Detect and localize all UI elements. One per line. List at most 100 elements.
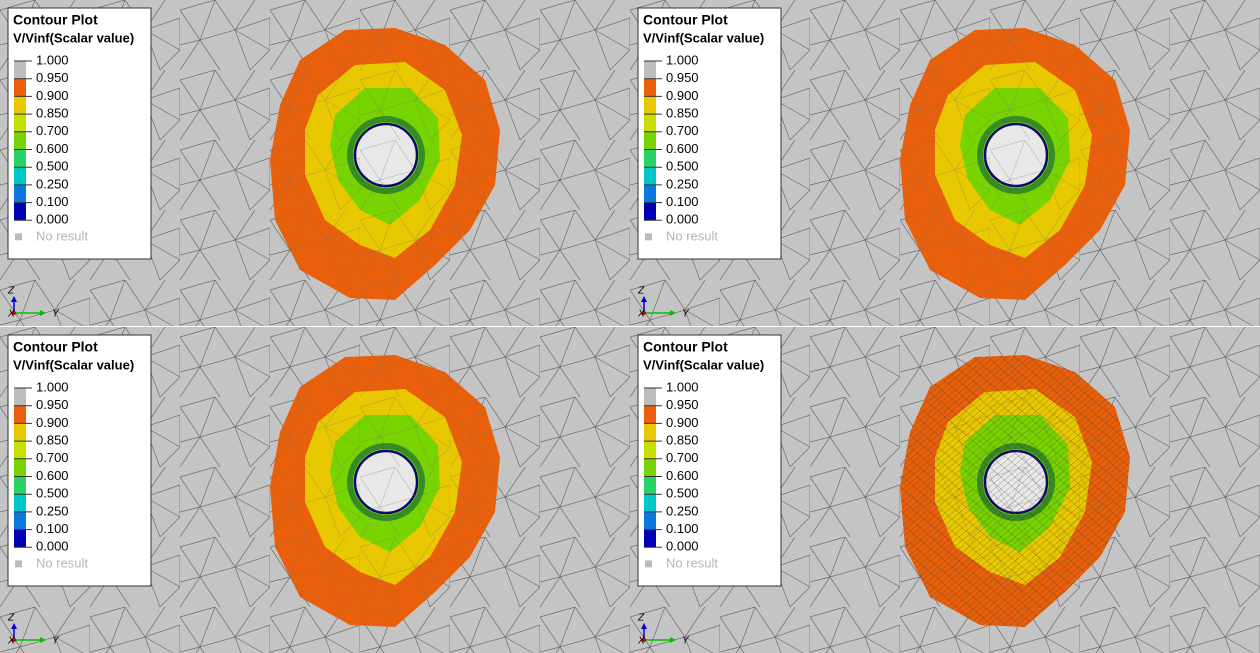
legend-level: 0.850 xyxy=(36,106,69,121)
no-result-swatch xyxy=(15,560,22,567)
legend-level: 0.950 xyxy=(666,397,699,412)
legend-swatch xyxy=(644,203,656,221)
axis-x: X xyxy=(637,636,645,647)
legend-level: 0.700 xyxy=(666,123,699,138)
legend-level: 0.600 xyxy=(36,141,69,156)
legend-swatch xyxy=(14,530,26,548)
legend-level: 0.100 xyxy=(36,194,69,209)
legend-swatch xyxy=(644,185,656,203)
legend-level: 0.600 xyxy=(666,141,699,156)
no-result-swatch xyxy=(645,233,652,240)
legend-swatch xyxy=(14,150,26,168)
legend-title: Contour Plot xyxy=(643,12,728,28)
body: Contour Plot V/Vinf(Scalar value) 1.000 0.9… xyxy=(0,0,1260,653)
legend-level: 0.700 xyxy=(36,123,69,138)
legend-level: 0.500 xyxy=(36,159,69,174)
legend-swatch xyxy=(14,96,26,114)
legend-swatch xyxy=(14,185,26,203)
legend-level: 0.250 xyxy=(666,176,699,191)
legend-swatch xyxy=(644,388,656,406)
legend-swatch xyxy=(14,79,26,97)
legend-swatch xyxy=(644,441,656,459)
legend-swatch xyxy=(14,167,26,185)
no-result: No result xyxy=(36,229,88,244)
axis-x: X xyxy=(7,636,15,647)
legend-level: 1.000 xyxy=(666,52,699,67)
legend-level: 0.950 xyxy=(666,70,699,85)
no-result-swatch xyxy=(15,233,22,240)
page: {"panels": [ {"legend": {"title": "Conto… xyxy=(0,0,1260,653)
legend-level: 0.000 xyxy=(36,212,69,227)
legend-level: 0.250 xyxy=(666,503,699,518)
legend-level: 0.000 xyxy=(36,539,69,554)
legend-subtitle: V/Vinf(Scalar value) xyxy=(13,357,134,372)
legend-swatch xyxy=(14,406,26,424)
legend-level: 0.900 xyxy=(36,88,69,103)
viewport: Contour Plot V/Vinf(Scalar value) 1.000 0.9… xyxy=(630,0,1260,326)
legend-swatch xyxy=(644,96,656,114)
legend-swatch xyxy=(14,132,26,150)
legend-level: 0.500 xyxy=(666,159,699,174)
legend-swatch xyxy=(644,530,656,548)
legend-subtitle: V/Vinf(Scalar value) xyxy=(643,357,764,372)
axis-z: Z xyxy=(637,286,645,297)
legend-title: Contour Plot xyxy=(643,339,728,355)
legend-swatch xyxy=(14,477,26,495)
legend-subtitle: V/Vinf(Scalar value) xyxy=(643,30,764,45)
axis-x: X xyxy=(637,309,645,320)
legend-level: 0.100 xyxy=(666,194,699,209)
legend-level: 0.000 xyxy=(666,212,699,227)
legend-level: 1.000 xyxy=(36,379,69,394)
legend-level: 0.700 xyxy=(36,450,69,465)
viewport: Contour Plot V/Vinf(Scalar value) 1.000 0.9… xyxy=(0,327,630,653)
legend-swatch xyxy=(14,459,26,477)
no-result-swatch xyxy=(645,560,652,567)
legend-level: 0.700 xyxy=(666,450,699,465)
legend-level: 0.850 xyxy=(666,433,699,448)
legend-swatch xyxy=(14,388,26,406)
legend-swatch xyxy=(644,459,656,477)
legend-swatch xyxy=(644,79,656,97)
legend-swatch xyxy=(644,423,656,441)
legend-swatch xyxy=(644,61,656,79)
legend-swatch xyxy=(644,494,656,512)
legend-title: Contour Plot xyxy=(13,339,98,355)
legend-title: Contour Plot xyxy=(13,12,98,28)
legend-level: 0.950 xyxy=(36,397,69,412)
legend-swatch xyxy=(644,114,656,132)
no-result: No result xyxy=(666,229,718,244)
legend-swatch xyxy=(14,512,26,530)
no-result: No result xyxy=(666,556,718,571)
legend-level: 0.250 xyxy=(36,176,69,191)
legend-swatch xyxy=(644,477,656,495)
legend-level: 0.850 xyxy=(36,433,69,448)
legend-swatch xyxy=(644,150,656,168)
axis-z: Z xyxy=(7,286,15,297)
legend-swatch xyxy=(644,512,656,530)
legend-level: 0.500 xyxy=(666,486,699,501)
legend-swatch xyxy=(644,132,656,150)
legend-level: 0.900 xyxy=(36,415,69,430)
legend-level: 0.850 xyxy=(666,106,699,121)
axis-z: Z xyxy=(7,613,15,624)
legend-swatch xyxy=(14,494,26,512)
legend-swatch xyxy=(14,441,26,459)
legend-level: 0.950 xyxy=(36,70,69,85)
legend-level: 0.250 xyxy=(36,503,69,518)
legend-swatch xyxy=(14,114,26,132)
legend-level: 0.100 xyxy=(666,521,699,536)
legend-subtitle: V/Vinf(Scalar value) xyxy=(13,30,134,45)
legend-level: 0.900 xyxy=(666,415,699,430)
legend-level: 0.900 xyxy=(666,88,699,103)
axis-x: X xyxy=(7,309,15,320)
legend-swatch xyxy=(14,423,26,441)
legend-level: 0.500 xyxy=(36,486,69,501)
legend-level: 0.000 xyxy=(666,539,699,554)
no-result: No result xyxy=(36,556,88,571)
legend-level: 0.600 xyxy=(666,468,699,483)
viewports: Contour Plot V/Vinf(Scalar value) 1.000 0.9… xyxy=(0,0,1260,653)
legend-swatch xyxy=(14,203,26,221)
legend-swatch xyxy=(644,167,656,185)
